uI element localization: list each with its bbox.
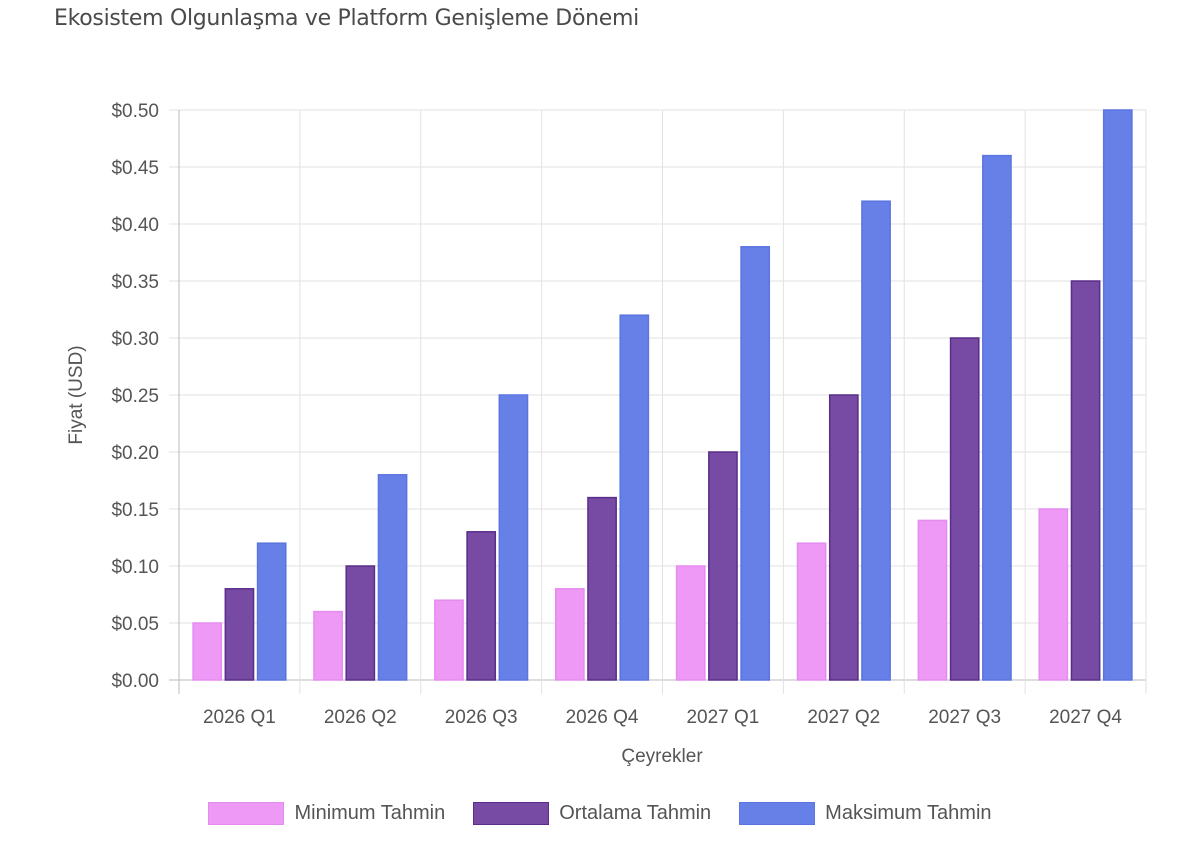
- legend-item[interactable]: Ortalama Tahmin: [473, 802, 711, 825]
- legend-label: Maksimum Tahmin: [825, 802, 992, 824]
- legend-item[interactable]: Maksimum Tahmin: [739, 802, 992, 825]
- legend-swatch: [473, 802, 550, 825]
- bar-maksimum-tahmin-2026-q1: [256, 542, 287, 681]
- legend: Minimum Tahmin Ortalama Tahmin Maksimum Ta…: [0, 802, 1200, 825]
- y-tick-label: $0.30: [111, 329, 159, 350]
- y-tick-label: $0.45: [111, 158, 159, 179]
- x-tick-label: 2026 Q2: [324, 707, 397, 728]
- bar-minimum-tahmin-2027-q1: [675, 565, 706, 681]
- y-tick-label: $0.15: [111, 500, 159, 521]
- legend-label: Ortalama Tahmin: [559, 802, 712, 824]
- bar-minimum-tahmin-2026-q4: [554, 588, 585, 681]
- y-tick-label: $0.40: [111, 215, 159, 236]
- bar-maksimum-tahmin-2027-q1: [740, 246, 771, 681]
- legend-label: Minimum Tahmin: [294, 802, 446, 824]
- bar-minimum-tahmin-2027-q3: [917, 519, 948, 681]
- bar-minimum-tahmin-2026-q3: [434, 599, 464, 681]
- chart-title: Ekosistem Olgunlaşma ve Platform Genişle…: [54, 6, 639, 31]
- x-tick-label: 2026 Q4: [566, 707, 639, 728]
- y-tick-label: $0.25: [111, 386, 159, 407]
- y-axis-ticks: $0.00 $0.05 $0.10 $0.15 $0.20 $0.25 $0.30 $0.35…: [111, 101, 159, 692]
- bars: [192, 109, 1133, 681]
- bar-ortalama-tahmin-2027-q3: [949, 337, 980, 681]
- x-tick-label: 2027 Q3: [928, 707, 1001, 728]
- y-tick-label: $0.20: [111, 443, 159, 464]
- bar-maksimum-tahmin-2026-q3: [498, 394, 529, 681]
- legend-swatch: [739, 802, 816, 825]
- bar-ortalama-tahmin-2027-q1: [708, 451, 738, 681]
- bar-maksimum-tahmin-2027-q2: [861, 200, 891, 681]
- y-axis-title: Fiyat (USD): [66, 345, 87, 444]
- bar-maksimum-tahmin-2026-q4: [619, 314, 650, 681]
- y-tick-label: $0.35: [111, 272, 159, 293]
- legend-swatch: [208, 802, 285, 825]
- x-tick-label: 2026 Q3: [445, 707, 518, 728]
- y-tick-label: $0.05: [111, 614, 159, 635]
- x-tick-label: 2027 Q4: [1049, 707, 1122, 728]
- bar-ortalama-tahmin-2026-q4: [587, 496, 617, 681]
- bar-ortalama-tahmin-2026-q1: [224, 588, 255, 681]
- bar-ortalama-tahmin-2026-q3: [466, 531, 497, 681]
- x-tick-label: 2027 Q2: [807, 707, 880, 728]
- x-tick-label: 2026 Q1: [203, 707, 276, 728]
- bar-ortalama-tahmin-2027-q4: [1070, 280, 1101, 681]
- bar-ortalama-tahmin-2026-q2: [345, 565, 376, 681]
- y-tick-label: $0.00: [111, 671, 159, 692]
- bar-minimum-tahmin-2027-q2: [796, 542, 827, 681]
- x-axis-ticks: 2026 Q1 2026 Q2 2026 Q3 2026 Q4 2027 Q1 2027 …: [203, 707, 1122, 728]
- bar-minimum-tahmin-2027-q4: [1038, 508, 1069, 681]
- bar-ortalama-tahmin-2027-q2: [828, 394, 859, 681]
- bar-minimum-tahmin-2026-q2: [313, 610, 343, 681]
- legend-item[interactable]: Minimum Tahmin: [208, 802, 445, 825]
- x-axis-title: Çeyrekler: [621, 746, 703, 767]
- bar-maksimum-tahmin-2027-q3: [982, 154, 1012, 681]
- bar-minimum-tahmin-2026-q1: [192, 622, 223, 681]
- y-tick-label: $0.50: [111, 101, 159, 122]
- y-tick-label: $0.10: [111, 557, 159, 578]
- x-tick-label: 2027 Q1: [686, 707, 759, 728]
- grid-lines: [169, 109, 1147, 694]
- bar-maksimum-tahmin-2027-q4: [1102, 109, 1133, 681]
- bar-maksimum-tahmin-2026-q2: [377, 474, 408, 681]
